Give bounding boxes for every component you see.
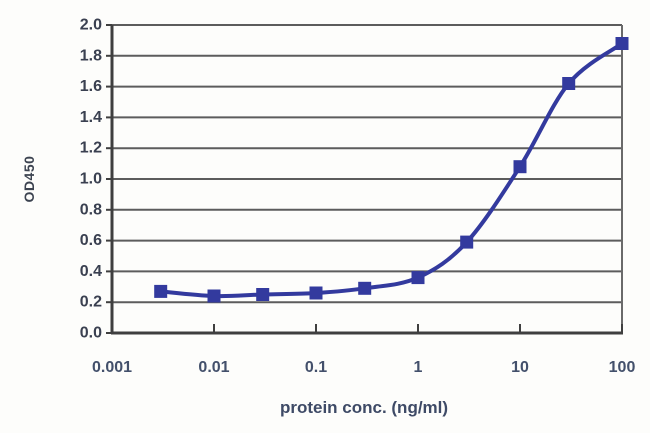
data-point-marker [562, 77, 576, 90]
tick-labels-group: 0.0 0.2 0.4 0.6 0.8 1.0 1.2 1.4 1.6 1.8 2.0 0.001 0.… [80, 17, 636, 377]
y-tick-label: 2.0 [80, 17, 102, 34]
data-point-marker [154, 284, 168, 298]
series-line [158, 41, 624, 299]
y-tick-label: 0.8 [80, 201, 102, 218]
data-point-marker [309, 286, 323, 300]
x-tick-label: 0.1 [305, 359, 327, 376]
x-tick-label: 0.001 [92, 359, 132, 376]
x-tick-label: 0.01 [198, 359, 229, 376]
x-tick-label: 1 [414, 359, 423, 376]
data-point-marker [256, 288, 270, 301]
data-point-marker [513, 160, 527, 174]
x-tick-label: 10 [511, 359, 529, 376]
y-tick-label: 1.8 [80, 47, 102, 64]
data-series-group [154, 37, 629, 303]
data-point-marker [207, 289, 221, 303]
y-axis-title: OD450 [21, 156, 37, 203]
y-tick-label: 1.0 [80, 171, 102, 188]
axes-group [106, 24, 623, 335]
y-tick-label: 0.0 [80, 325, 102, 342]
x-axis-title: protein conc. (ng/ml) [280, 398, 448, 417]
gridlines-group [112, 24, 622, 304]
data-point-marker [411, 271, 425, 285]
data-point-marker [358, 281, 372, 295]
y-tick-label: 1.6 [80, 78, 102, 95]
data-point-marker [460, 235, 474, 249]
x-tick-label: 100 [609, 359, 636, 376]
y-tick-label: 0.6 [80, 232, 102, 249]
data-point-marker [615, 37, 629, 50]
y-tick-label: 0.4 [80, 263, 102, 280]
y-tick-label: 1.2 [80, 140, 102, 157]
y-tick-label: 1.4 [80, 109, 102, 126]
y-tick-label: 0.2 [80, 294, 102, 311]
